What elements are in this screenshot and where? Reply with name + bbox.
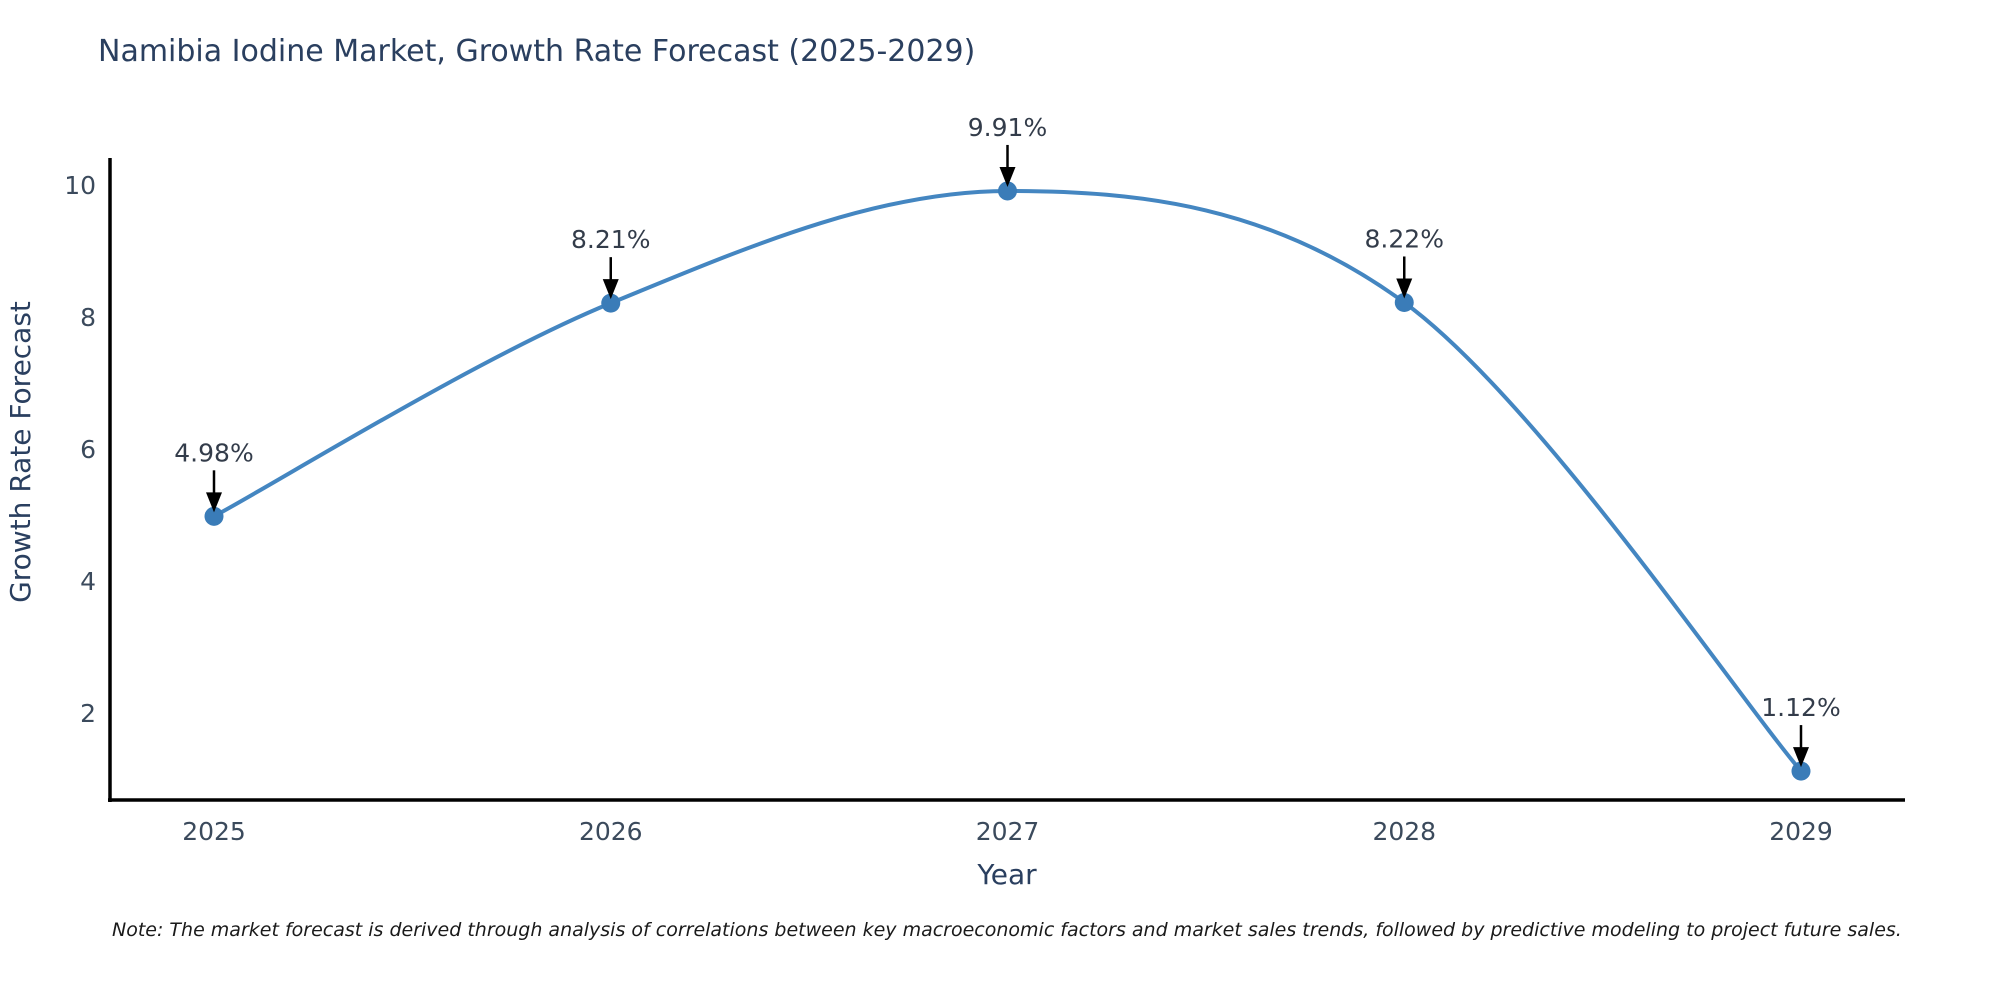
y-tick-label: 8 [80, 303, 96, 332]
annotation-arrowhead-icon [602, 279, 619, 300]
point-value-label: 8.22% [1365, 224, 1444, 253]
x-tick-label: 2025 [182, 817, 246, 846]
y-tick-label: 10 [64, 171, 96, 200]
point-value-label: 1.12% [1761, 693, 1840, 722]
footnote: Note: The market forecast is derived thr… [112, 919, 1902, 941]
data-point-marker [1791, 761, 1811, 781]
annotation-arrowhead-icon [1396, 278, 1413, 299]
chart-title: Namibia Iodine Market, Growth Rate Forec… [98, 34, 976, 69]
y-tick-label: 6 [80, 435, 96, 464]
y-axis-title: Growth Rate Forecast [4, 301, 37, 603]
data-point-marker [204, 506, 224, 526]
annotation-arrowhead-icon [1793, 747, 1809, 768]
x-tick-label: 2029 [1769, 817, 1833, 846]
annotation-arrowhead-icon [999, 166, 1016, 187]
y-tick-label: 2 [80, 699, 96, 728]
point-value-label: 9.91% [968, 113, 1047, 142]
point-value-label: 8.21% [571, 225, 650, 254]
data-point-marker [1394, 292, 1414, 312]
x-axis-title: Year [976, 858, 1037, 891]
axis-tick-labels: 2 4 6 8 10 2025 2026 2027 2028 2029 [64, 171, 1833, 846]
x-tick-label: 2027 [976, 817, 1040, 846]
annotation-arrowhead-icon [206, 492, 222, 513]
data-series [204, 181, 1811, 781]
data-point-marker [998, 181, 1017, 201]
point-value-label: 4.98% [174, 438, 253, 467]
x-tick-label: 2026 [579, 817, 643, 846]
data-point-marker [601, 293, 621, 313]
point-annotations: 4.98% 8.21% 9.91% 8.22% 1.12% [174, 113, 1841, 768]
growth-rate-line [212, 188, 1803, 774]
y-tick-label: 4 [80, 567, 96, 596]
x-tick-label: 2028 [1372, 817, 1436, 846]
